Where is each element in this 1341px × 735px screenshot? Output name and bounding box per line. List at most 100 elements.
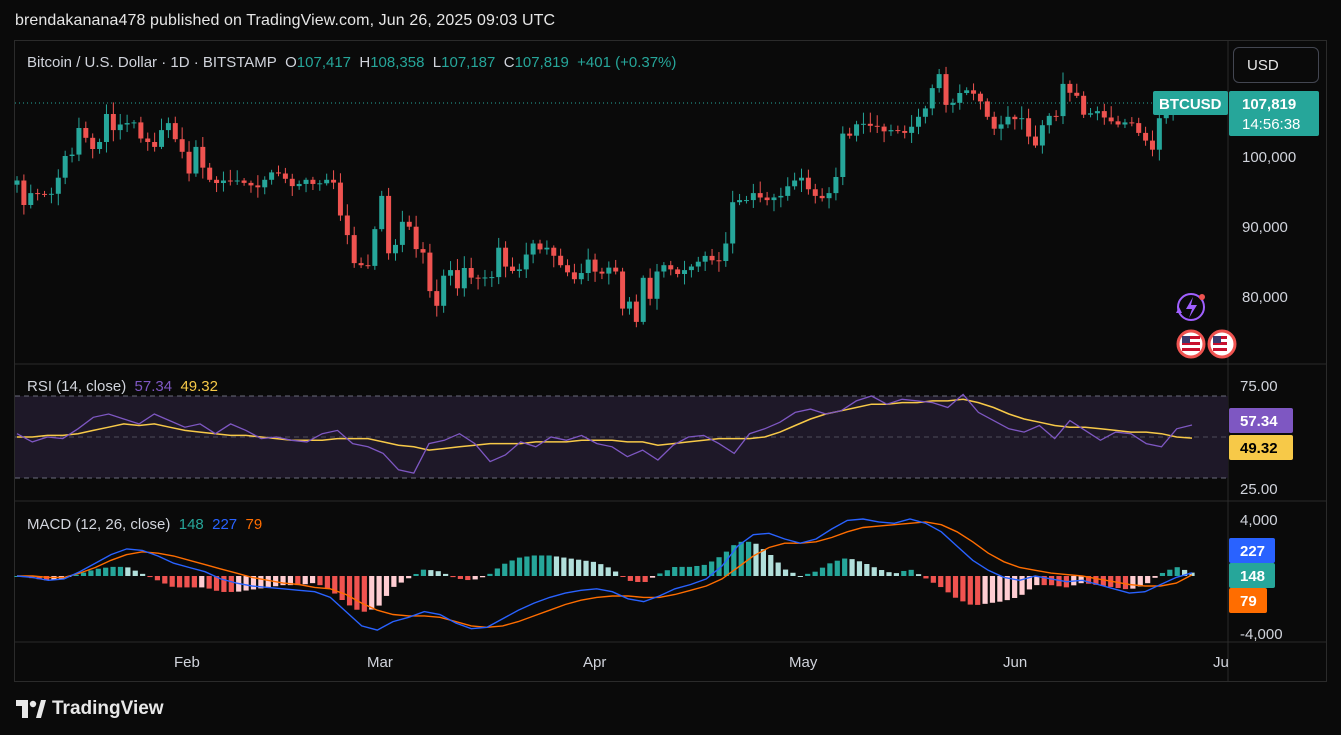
price-candle (1026, 108, 1032, 145)
price-candle (757, 181, 763, 203)
macd-tick-label: -4,000 (1240, 626, 1283, 643)
price-candle (1060, 72, 1066, 125)
macd-histogram-bar (450, 576, 456, 578)
macd-histogram-bar (605, 567, 611, 576)
price-candle (1053, 110, 1059, 122)
macd-histogram-bar (731, 545, 737, 576)
macd-histogram-bar (1189, 572, 1195, 576)
macd-histogram-bar (346, 576, 353, 606)
currency-button[interactable]: USD (1233, 47, 1319, 83)
macd-histogram-bar (775, 562, 781, 576)
time-tick-label: Apr (583, 654, 606, 671)
price-candle (420, 242, 426, 264)
price-candle (551, 245, 557, 268)
price-candle (324, 173, 330, 186)
price-candle (654, 263, 660, 310)
price-candle (1122, 118, 1128, 129)
macd-histogram-bar (332, 576, 338, 594)
rsi-ma-tag-text: 49.32 (1240, 440, 1278, 457)
price-candle (1094, 106, 1100, 121)
macd-histogram-bar (494, 568, 500, 576)
spark-icon[interactable] (1176, 293, 1205, 321)
macd-histogram-bar (834, 560, 840, 576)
price-candle (124, 114, 130, 133)
macd-legend[interactable]: MACD (12, 26, close) 148 227 79 (27, 516, 262, 533)
macd-histogram-bar (576, 559, 582, 576)
price-candle (661, 262, 667, 278)
high-value: 108,358 (370, 54, 425, 71)
macd-histogram-bar (509, 560, 515, 576)
price-candle (578, 263, 584, 285)
price-tick-label: 80,000 (1242, 289, 1288, 306)
price-candle (152, 132, 158, 152)
chart-frame[interactable] (14, 40, 1327, 682)
us-flag-event-icon[interactable] (1176, 329, 1206, 359)
macd-histogram-bar (80, 572, 87, 576)
macd-histogram-bar (465, 576, 471, 581)
price-candle (234, 170, 240, 185)
price-candle (799, 168, 805, 193)
tradingview-logo[interactable]: TradingView (16, 698, 164, 720)
price-candle (296, 180, 302, 190)
price-candle (743, 195, 749, 204)
price-candle (847, 127, 853, 139)
price-candle (826, 187, 832, 209)
us-flag-event-icon[interactable] (1207, 329, 1237, 359)
macd-histogram-bar (960, 576, 966, 602)
price-candle (461, 256, 467, 297)
price-candle (730, 190, 736, 254)
macd-histogram-bar (265, 576, 271, 588)
symbol-title: Bitcoin / U.S. Dollar · 1D · BITSTAMP (27, 54, 277, 71)
price-candle (262, 176, 268, 195)
macd-histogram-bar (1034, 576, 1040, 586)
price-candle (379, 190, 385, 232)
macd-histogram-bar (1085, 576, 1092, 584)
price-candle (1101, 103, 1107, 125)
rsi-legend-ma: 49.32 (180, 378, 218, 395)
price-candle (764, 191, 770, 206)
price-candle (688, 264, 694, 278)
macd-histogram-bar (709, 561, 715, 576)
price-candle (392, 239, 398, 261)
price-candle (489, 271, 495, 287)
price-candle (200, 137, 206, 179)
price-candle (427, 243, 433, 298)
price-candle (929, 84, 935, 116)
macd-histogram-bar (88, 570, 94, 576)
price-candle (110, 102, 116, 142)
publisher-header: brendakanana478 published on TradingView… (15, 12, 556, 29)
rsi-legend[interactable]: RSI (14, close) 57.34 49.32 (27, 378, 218, 395)
price-candle (159, 118, 165, 150)
price-candle (854, 120, 860, 142)
macd-histogram-bar (1012, 576, 1018, 598)
ticker-tag-text: BTCUSD (1159, 96, 1222, 113)
macd-histogram-bar (221, 576, 227, 592)
time-tick-label: Mar (367, 654, 393, 671)
macd-histogram-bar (915, 574, 922, 576)
macd-histogram-bar (790, 572, 796, 576)
macd-histogram-bar (1167, 569, 1173, 576)
macd-histogram-bar (1041, 576, 1047, 586)
macd-histogram-bar (1019, 576, 1025, 595)
macd-histogram-bar (132, 570, 138, 576)
macd-title: MACD (12, 26, close) (27, 516, 171, 533)
price-candle (351, 226, 357, 268)
macd-legend-hist: 148 (178, 516, 204, 533)
macd-histogram-bar (243, 576, 249, 591)
symbol-legend[interactable]: Bitcoin / U.S. Dollar · 1D · BITSTAMP O1… (27, 54, 676, 71)
macd-histogram-bar (339, 576, 345, 601)
macd-histogram-bar (760, 549, 766, 576)
rsi-tick-label: 75.00 (1240, 378, 1278, 395)
macd-histogram-bar (457, 576, 463, 579)
macd-histogram-bar (369, 576, 375, 610)
price-candle (1012, 114, 1018, 130)
price-candle (675, 266, 681, 278)
price-candle (523, 242, 529, 278)
macd-histogram-bar (117, 566, 124, 576)
price-candle (454, 259, 460, 296)
price-candle (97, 138, 103, 154)
price-candle (468, 257, 474, 285)
macd-signal-tag (1229, 588, 1267, 613)
macd-histogram-bar (1130, 576, 1136, 589)
